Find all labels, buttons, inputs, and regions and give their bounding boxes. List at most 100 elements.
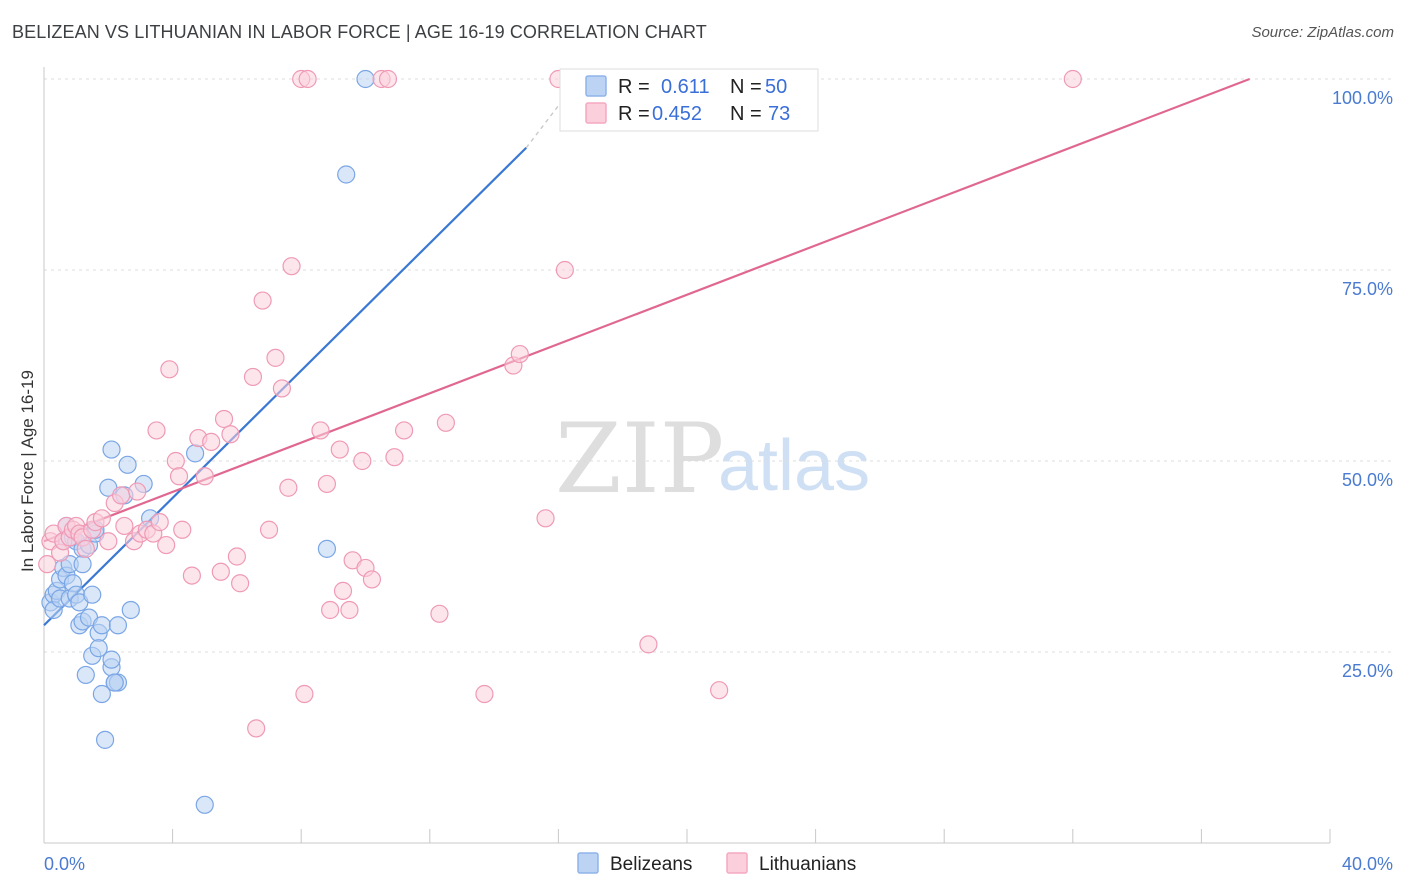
legend-swatch-belizeans [585, 75, 607, 97]
bottom-legend-label-lithuanians: Lithuanians [759, 854, 856, 875]
gridlines [44, 78, 1393, 653]
point-lithuanians [330, 440, 349, 459]
point-lithuanians [385, 448, 404, 467]
point-lithuanians [92, 509, 111, 528]
point-lithuanians [321, 600, 340, 620]
data-points [38, 69, 1082, 814]
legend-r-value-lithuanians: 0.452 [652, 103, 702, 125]
bottom-legend-swatch-belizeans [577, 852, 599, 874]
point-lithuanians [173, 520, 192, 539]
point-lithuanians [99, 532, 118, 551]
point-lithuanians [510, 344, 529, 364]
x-tick-label-min: 0.0% [44, 854, 85, 874]
point-lithuanians [311, 421, 330, 440]
bottom-legend: Belizeans Lithuanians [577, 852, 856, 875]
point-belizeans [118, 455, 137, 474]
point-lithuanians [475, 684, 494, 704]
point-lithuanians [710, 681, 729, 700]
point-lithuanians [266, 348, 285, 367]
legend-n-value-lithuanians: 73 [768, 103, 790, 125]
point-lithuanians [128, 482, 147, 501]
y-tick-label: 75.0% [1342, 279, 1393, 299]
y-tick-label: 25.0% [1342, 661, 1393, 681]
point-belizeans [337, 165, 356, 184]
point-lithuanians [147, 421, 166, 440]
point-lithuanians [259, 520, 279, 539]
point-lithuanians [169, 467, 189, 486]
chart-title: BELIZEAN VS LITHUANIAN IN LABOR FORCE | … [12, 22, 707, 42]
point-lithuanians [243, 367, 263, 387]
legend-n-label-0: N = [730, 76, 762, 98]
point-lithuanians [378, 69, 398, 89]
point-belizeans [102, 440, 121, 459]
legend-n-label-1: N = [730, 103, 762, 125]
point-belizeans [102, 650, 121, 669]
point-belizeans [121, 600, 140, 620]
x-tick-label-max: 40.0% [1342, 854, 1393, 874]
trend-line-extension-belizeans [525, 105, 559, 149]
point-lithuanians [1063, 69, 1082, 89]
point-lithuanians [394, 421, 414, 440]
point-lithuanians [38, 555, 57, 574]
point-lithuanians [157, 535, 176, 555]
point-lithuanians [202, 432, 221, 451]
point-lithuanians [115, 516, 134, 536]
legend-swatch-lithuanians [585, 102, 607, 124]
point-lithuanians [211, 562, 230, 581]
bottom-legend-swatch-lithuanians [726, 852, 748, 874]
point-lithuanians [160, 360, 179, 379]
point-lithuanians [247, 719, 266, 738]
legend-box: R = 0.611 N = 50 R = 0.452 N = 73 [559, 68, 819, 132]
point-lithuanians [76, 539, 95, 558]
point-lithuanians [430, 604, 449, 623]
point-lithuanians [253, 291, 272, 310]
point-lithuanians [298, 69, 317, 89]
point-belizeans [95, 730, 115, 749]
point-lithuanians [333, 581, 353, 600]
point-belizeans [92, 684, 111, 704]
point-belizeans [317, 539, 337, 558]
point-lithuanians [279, 478, 298, 497]
point-belizeans [186, 444, 205, 463]
legend-r-label-0: R = [618, 76, 650, 98]
point-belizeans [92, 616, 111, 635]
point-lithuanians [112, 486, 131, 505]
watermark-zip: ZIP [555, 403, 724, 515]
point-belizeans [195, 795, 214, 814]
y-tick-label: 100.0% [1332, 88, 1393, 108]
legend-r-label-1: R = [618, 103, 650, 125]
point-lithuanians [195, 467, 214, 486]
source-attribution: Source: ZipAtlas.com [1251, 24, 1394, 41]
point-lithuanians [227, 547, 246, 566]
watermark-atlas: atlas [718, 426, 870, 506]
point-lithuanians [555, 260, 574, 280]
trend-line-lithuanians [43, 77, 1251, 543]
point-lithuanians [295, 684, 314, 704]
bottom-legend-label-belizeans: Belizeans [610, 854, 692, 875]
y-axis-ticks: 25.0% 50.0% 75.0% 100.0% [1332, 88, 1393, 681]
point-lithuanians [362, 570, 382, 589]
point-lithuanians [282, 257, 301, 276]
trend-lines [43, 77, 1251, 627]
point-belizeans [76, 665, 95, 685]
point-lithuanians [150, 513, 169, 532]
point-lithuanians [536, 509, 555, 528]
point-lithuanians [214, 409, 234, 429]
point-belizeans [108, 616, 128, 635]
axes [43, 67, 1331, 844]
point-lithuanians [231, 574, 250, 593]
point-lithuanians [182, 566, 201, 585]
point-belizeans [73, 555, 92, 574]
point-lithuanians [353, 451, 372, 471]
point-lithuanians [166, 451, 185, 471]
point-lithuanians [639, 635, 658, 654]
legend-n-value-belizeans: 50 [765, 76, 787, 98]
point-lithuanians [317, 474, 337, 494]
y-tick-label: 50.0% [1342, 470, 1393, 490]
point-lithuanians [221, 425, 240, 444]
point-belizeans [83, 585, 102, 604]
y-axis-label: In Labor Force | Age 16-19 [18, 370, 37, 572]
point-belizeans [356, 69, 375, 89]
point-lithuanians [272, 379, 292, 398]
